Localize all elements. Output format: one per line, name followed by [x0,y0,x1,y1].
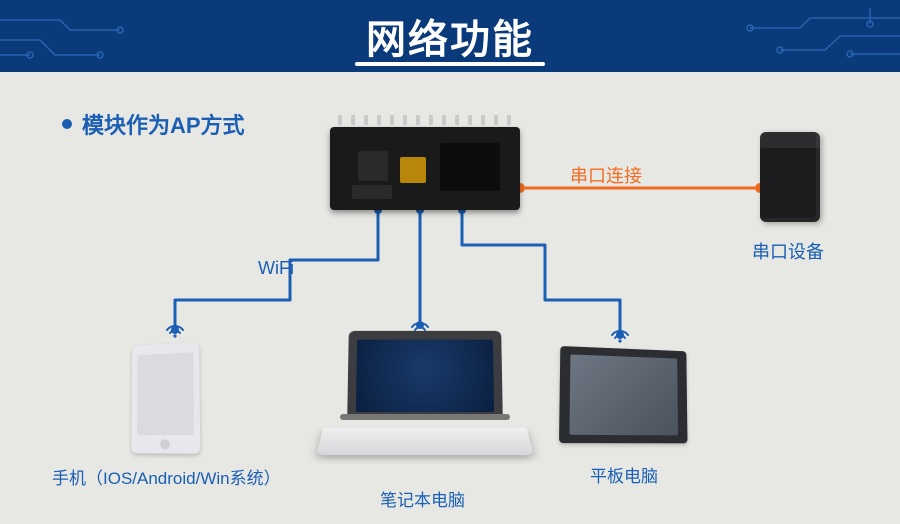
tablet-label: 平板电脑 [590,462,658,487]
tablet-device [559,346,688,443]
wifi-icon [163,316,187,340]
phone-device [131,342,200,454]
serial-device-label: 串口设备 [752,238,824,264]
wifi-icon [608,321,632,345]
circuit-deco-left [0,0,200,72]
wifi-label: WiFi [258,258,294,279]
serial-label: 串口连接 [570,162,642,188]
laptop-device [320,330,530,470]
laptop-label: 笔记本电脑 [380,486,465,511]
bullet-dot-icon [62,119,72,129]
serial-device [760,132,820,222]
page-title: 网络功能 [366,7,534,65]
wifi-module [330,115,520,210]
circuit-deco-right [640,0,900,72]
title-underline [355,62,545,66]
mode-bullet: 模块作为AP方式 [62,108,245,140]
phone-label: 手机（IOS/Android/Win系统） [52,464,281,489]
mode-bullet-text: 模块作为AP方式 [82,108,245,140]
